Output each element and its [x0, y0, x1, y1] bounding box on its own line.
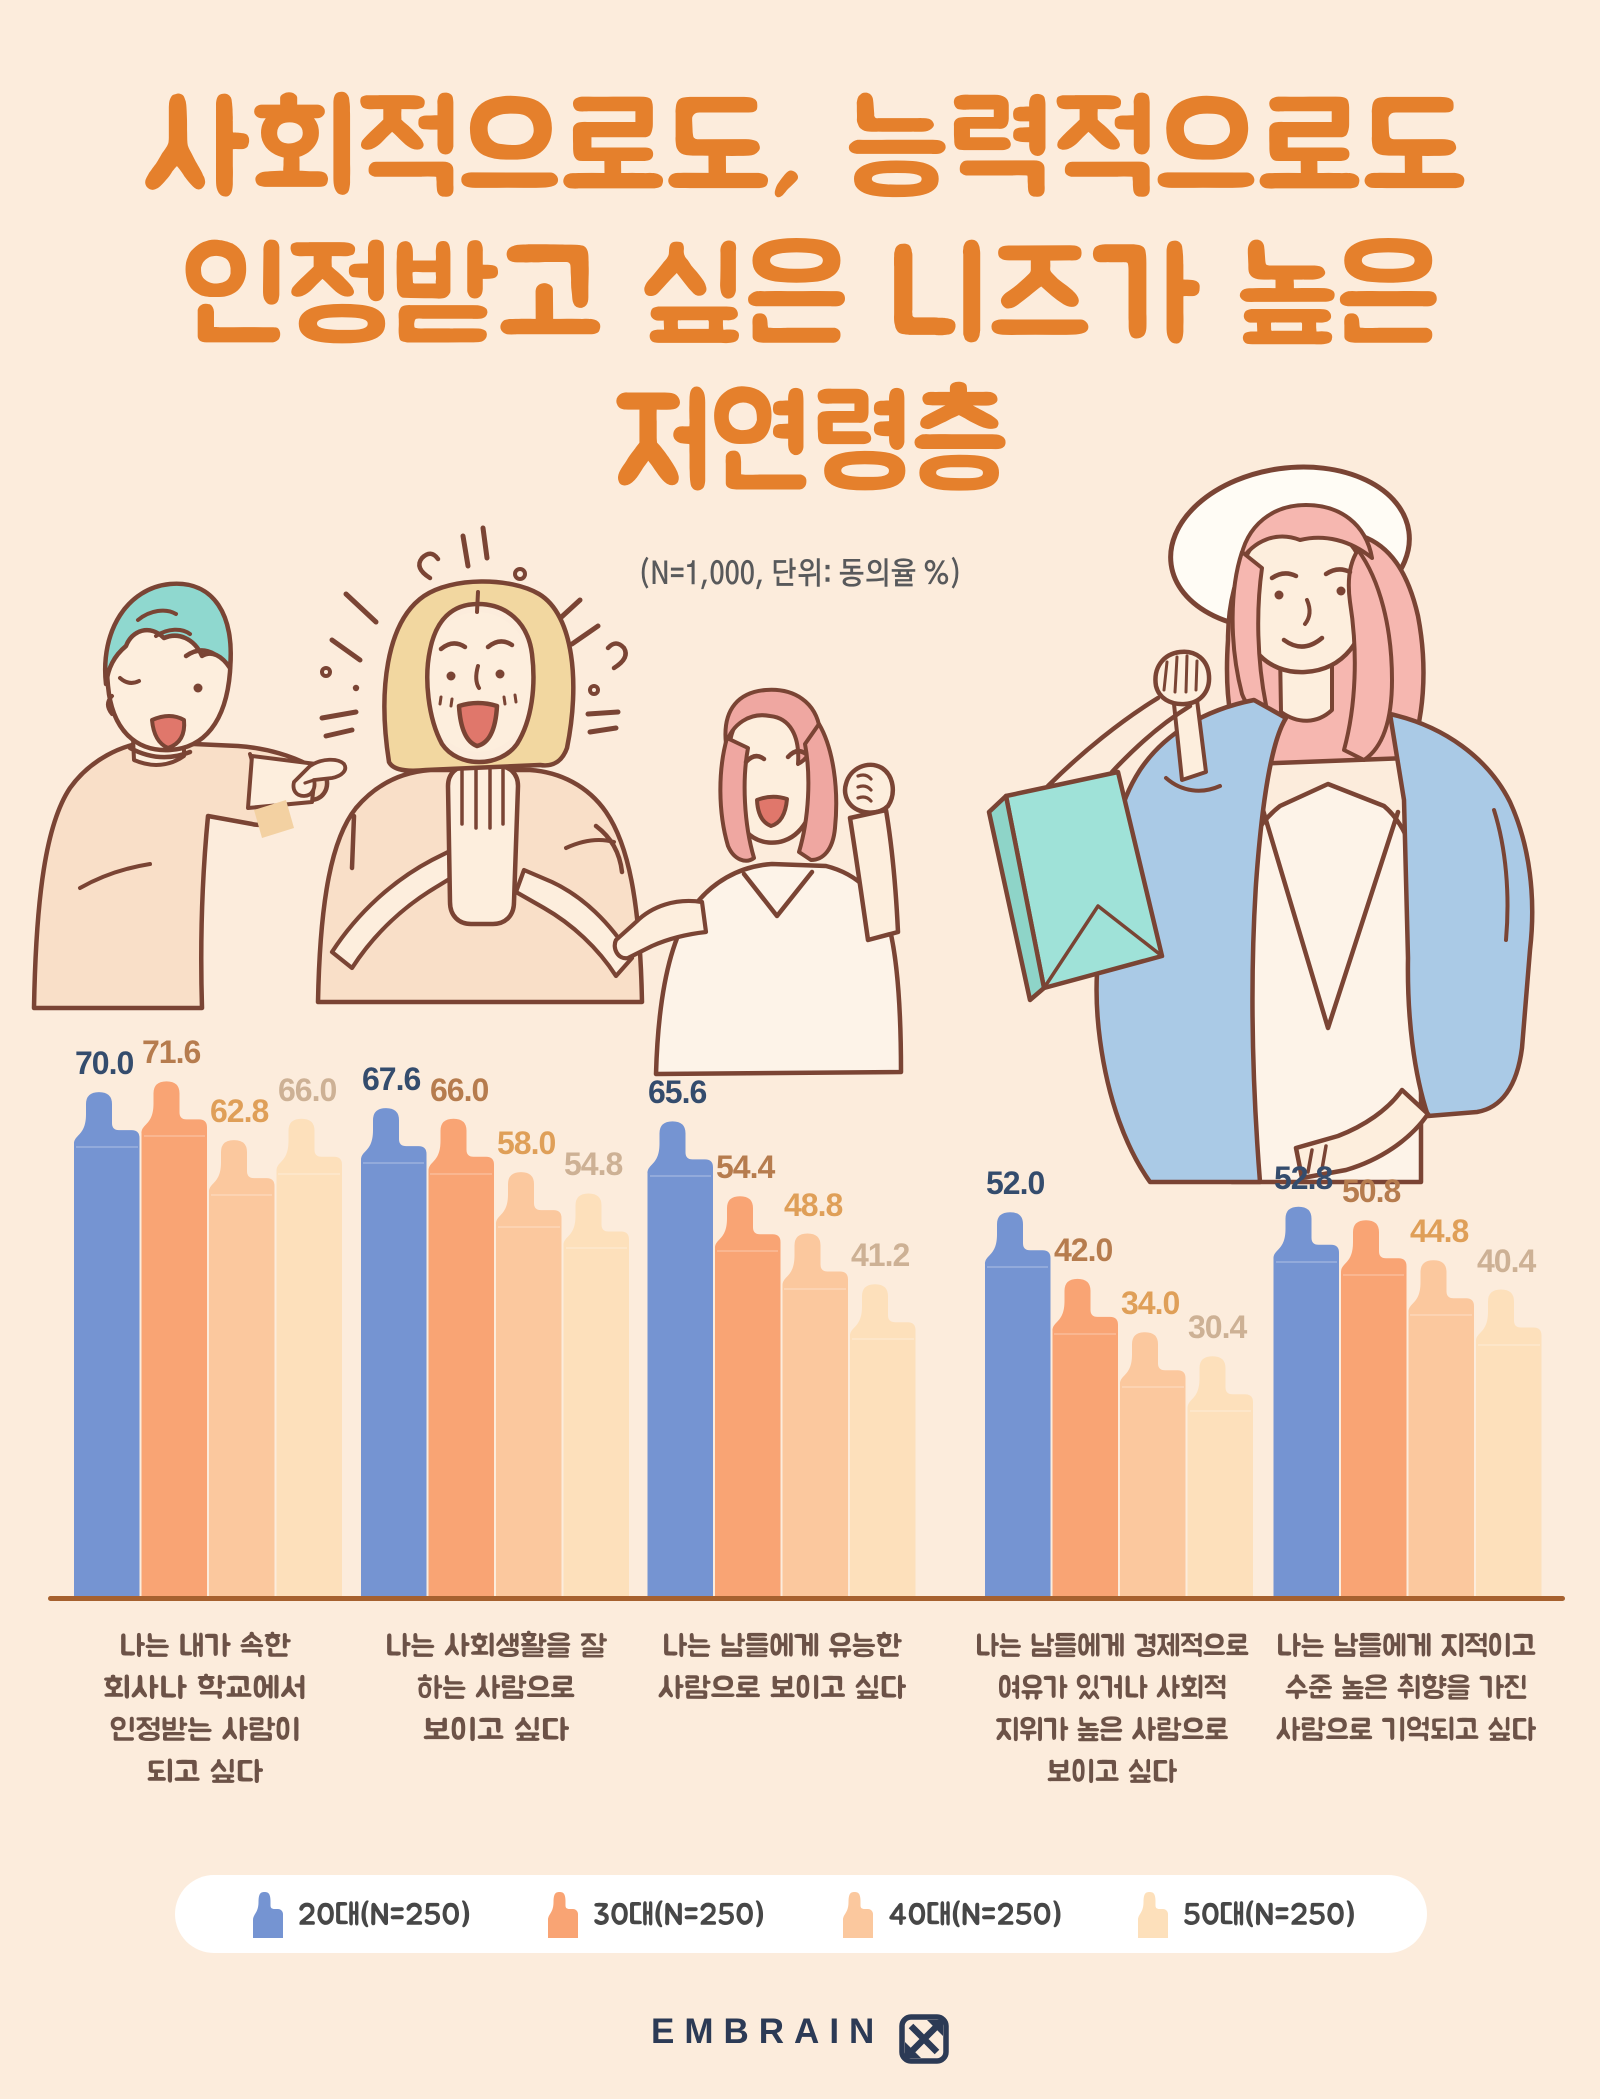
svg-text:54.4: 54.4: [716, 1149, 775, 1185]
svg-text:58.0: 58.0: [497, 1125, 555, 1161]
svg-text:34.0: 34.0: [1121, 1285, 1179, 1321]
svg-text:54.8: 54.8: [564, 1146, 622, 1182]
svg-text:62.8: 62.8: [210, 1093, 268, 1129]
svg-text:44.8: 44.8: [1410, 1213, 1468, 1249]
svg-text:70.0: 70.0: [75, 1045, 133, 1081]
svg-text:41.2: 41.2: [851, 1237, 909, 1273]
svg-text:48.8: 48.8: [784, 1187, 842, 1223]
svg-text:65.6: 65.6: [648, 1074, 706, 1110]
svg-text:50.8: 50.8: [1342, 1173, 1400, 1209]
svg-text:52.0: 52.0: [986, 1165, 1044, 1201]
svg-text:30.4: 30.4: [1188, 1309, 1247, 1345]
svg-text:66.0: 66.0: [278, 1072, 336, 1108]
svg-text:71.6: 71.6: [142, 1034, 200, 1070]
svg-text:67.6: 67.6: [362, 1061, 420, 1097]
svg-text:EMBRAIN: EMBRAIN: [651, 2012, 884, 2051]
svg-text:52.8: 52.8: [1274, 1160, 1332, 1196]
svg-text:66.0: 66.0: [430, 1072, 488, 1108]
svg-text:42.0: 42.0: [1054, 1232, 1112, 1268]
svg-text:40.4: 40.4: [1477, 1243, 1536, 1279]
